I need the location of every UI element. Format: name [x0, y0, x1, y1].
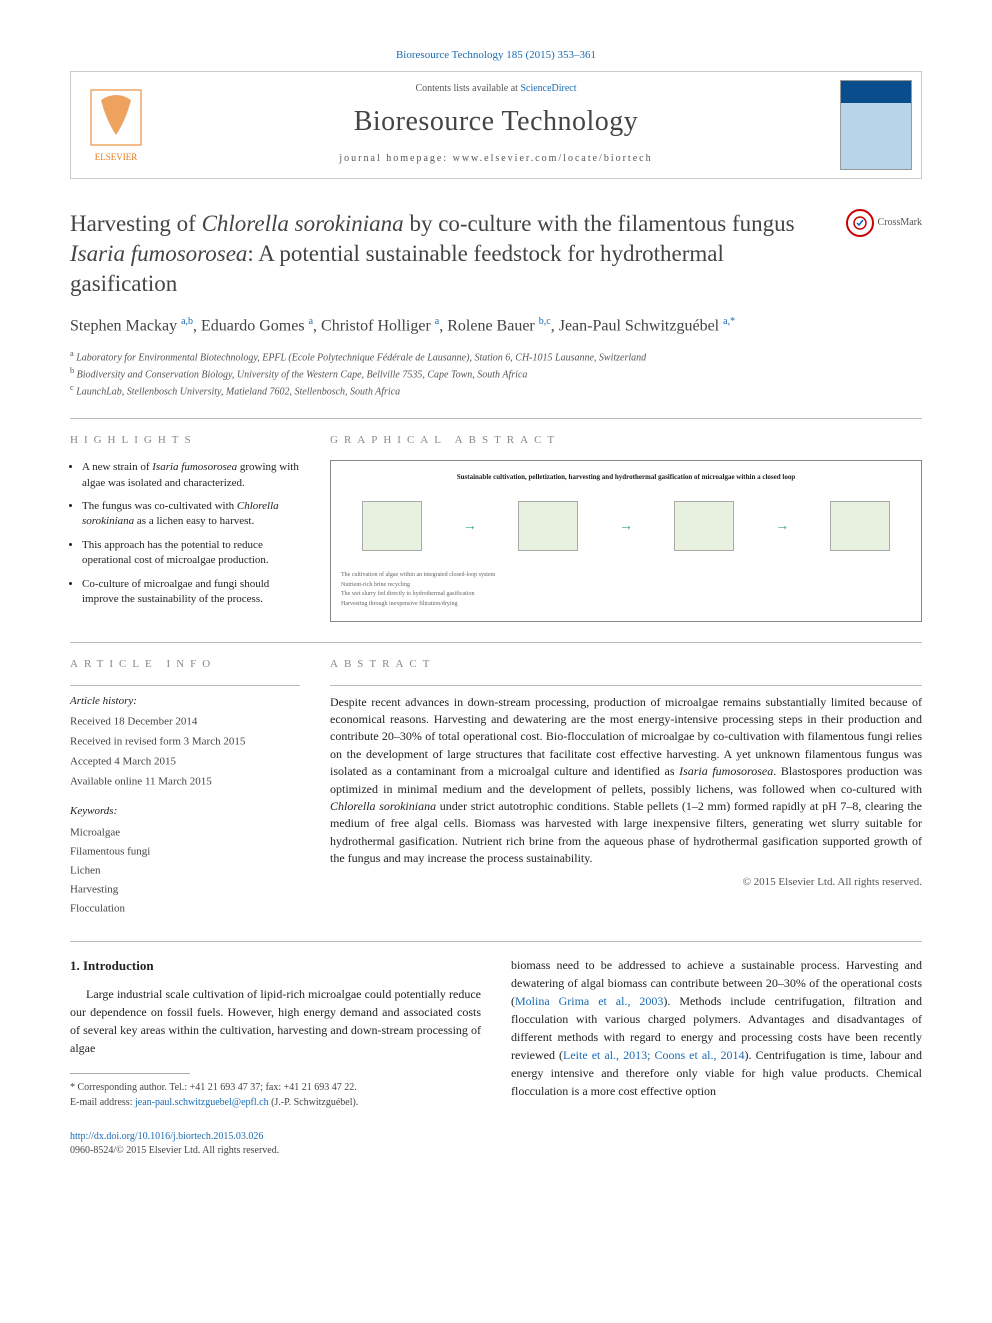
list-item: Flocculation	[70, 898, 300, 917]
journal-title-block: Contents lists available at ScienceDirec…	[161, 72, 831, 178]
divider	[70, 941, 922, 942]
footnote-separator	[70, 1073, 190, 1074]
list-item: Available online 11 March 2015	[70, 771, 300, 790]
sciencedirect-link[interactable]: ScienceDirect	[520, 83, 576, 94]
list-item: The cultivation of algae within an integ…	[341, 570, 911, 580]
homepage-url: www.elsevier.com/locate/biortech	[453, 153, 653, 164]
journal-cover-thumbnail	[840, 80, 912, 170]
elsevier-logo: ELSEVIER	[81, 85, 151, 165]
list-item: The fungus was co-cultivated with Chlore…	[82, 499, 300, 530]
journal-header: ELSEVIER Contents lists available at Sci…	[70, 71, 922, 179]
article-title: Harvesting of Chlorella sorokiniana by c…	[70, 209, 826, 299]
list-item: Lichen	[70, 860, 300, 879]
list-item: Nutrient-rich brine recycling	[341, 580, 911, 590]
divider	[330, 685, 922, 686]
ga-notes: The cultivation of algae within an integ…	[341, 570, 911, 609]
list-item: Accepted 4 March 2015	[70, 751, 300, 770]
divider	[70, 642, 922, 643]
list-item: Harvesting through inexpensive filtratio…	[341, 599, 911, 609]
highlights-list: A new strain of Isaria fumosorosea growi…	[70, 460, 300, 607]
body-paragraph: Large industrial scale cultivation of li…	[70, 985, 481, 1057]
svg-text:ELSEVIER: ELSEVIER	[95, 152, 138, 162]
publisher-logo-cell: ELSEVIER	[71, 72, 161, 178]
list-item: This approach has the potential to reduc…	[82, 538, 300, 569]
ga-diagram: → → →	[341, 501, 911, 551]
email-link[interactable]: jean-paul.schwitzguebel@epfl.ch	[135, 1097, 269, 1108]
list-item: Microalgae	[70, 822, 300, 841]
list-item: Filamentous fungi	[70, 841, 300, 860]
divider	[70, 418, 922, 419]
journal-citation: Bioresource Technology 185 (2015) 353–36…	[70, 48, 922, 63]
footnotes: * Corresponding author. Tel.: +41 21 693…	[70, 1080, 481, 1110]
doi-link[interactable]: http://dx.doi.org/10.1016/j.biortech.201…	[70, 1131, 263, 1142]
ga-stage-4	[830, 501, 890, 551]
ga-stage-2	[518, 501, 578, 551]
list-item: A new strain of Isaria fumosorosea growi…	[82, 460, 300, 491]
homepage-line: journal homepage: www.elsevier.com/locat…	[161, 152, 831, 166]
cover-thumb-cell	[831, 72, 921, 178]
history-list: Received 18 December 2014Received in rev…	[70, 711, 300, 790]
email-line: E-mail address: jean-paul.schwitzguebel@…	[70, 1095, 481, 1110]
keywords-list: MicroalgaeFilamentous fungiLichenHarvest…	[70, 822, 300, 917]
citation-link[interactable]: Leite et al., 2013; Coons et al., 2014	[563, 1048, 745, 1062]
divider	[70, 685, 300, 686]
issn-copyright: 0960-8524/© 2015 Elsevier Ltd. All right…	[70, 1145, 279, 1156]
list-item: Received in revised form 3 March 2015	[70, 731, 300, 750]
affiliations-block: a Laboratory for Environmental Biotechno…	[70, 348, 922, 400]
list-item: Harvesting	[70, 879, 300, 898]
arrow-icon: →	[463, 517, 477, 537]
ga-title: Sustainable cultivation, pelletization, …	[341, 473, 911, 483]
authors-line: Stephen Mackay a,b, Eduardo Gomes a, Chr…	[70, 315, 922, 338]
contents-line: Contents lists available at ScienceDirec…	[161, 82, 831, 96]
crossmark-icon	[846, 209, 874, 237]
highlights-label: HIGHLIGHTS	[70, 433, 300, 448]
list-item: Received 18 December 2014	[70, 711, 300, 730]
bottom-info: http://dx.doi.org/10.1016/j.biortech.201…	[70, 1130, 922, 1158]
journal-title: Bioresource Technology	[161, 102, 831, 141]
arrow-icon: →	[619, 517, 633, 537]
history-label: Article history:	[70, 694, 300, 709]
crossmark-label: CrossMark	[878, 216, 922, 230]
keywords-label: Keywords:	[70, 804, 300, 819]
ga-stage-3	[674, 501, 734, 551]
abstract-label: ABSTRACT	[330, 657, 922, 672]
ga-stage-1	[362, 501, 422, 551]
list-item: Co-culture of microalgae and fungi shoul…	[82, 577, 300, 608]
section-heading-intro: 1. Introduction	[70, 956, 481, 976]
graphical-abstract-label: GRAPHICAL ABSTRACT	[330, 433, 922, 448]
body-text: 1. Introduction Large industrial scale c…	[70, 956, 922, 1111]
citation-link[interactable]: Bioresource Technology 185 (2015) 353–36…	[396, 49, 596, 61]
graphical-abstract: Sustainable cultivation, pelletization, …	[330, 460, 922, 622]
corresponding-author-note: * Corresponding author. Tel.: +41 21 693…	[70, 1080, 481, 1095]
abstract-text: Despite recent advances in down-stream p…	[330, 694, 922, 868]
arrow-icon: →	[775, 517, 789, 537]
list-item: The wet slurry fed directly to hydrother…	[341, 589, 911, 599]
citation-link[interactable]: Molina Grima et al., 2003	[515, 994, 663, 1008]
crossmark-badge[interactable]: CrossMark	[846, 209, 922, 237]
copyright-line: © 2015 Elsevier Ltd. All rights reserved…	[330, 875, 922, 890]
body-paragraph: biomass need to be addressed to achieve …	[511, 956, 922, 1100]
article-info-label: ARTICLE INFO	[70, 657, 300, 672]
